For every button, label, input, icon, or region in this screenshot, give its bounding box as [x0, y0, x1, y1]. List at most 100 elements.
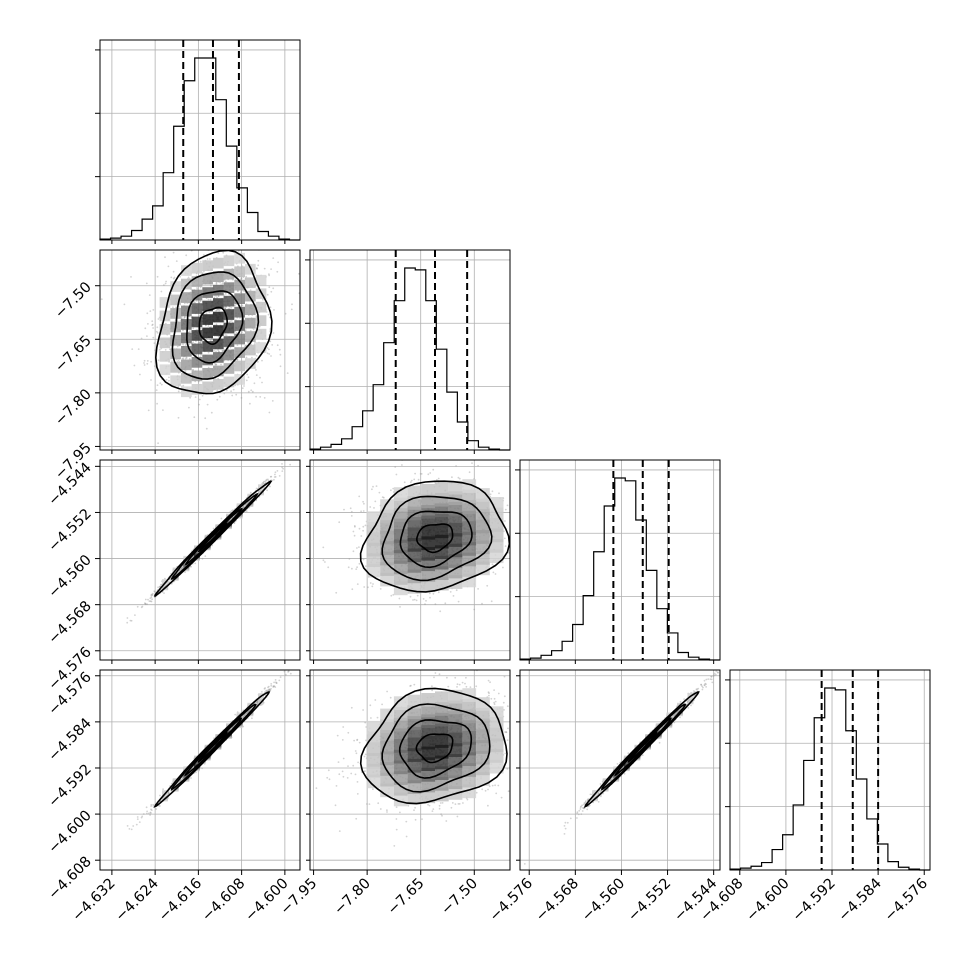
scatter-point [257, 259, 260, 262]
scatter-point [230, 509, 233, 512]
scatter-point [209, 258, 211, 260]
density-cell [245, 290, 256, 302]
scatter-point [394, 466, 397, 468]
scatter-point [452, 595, 455, 597]
scatter-point [177, 390, 180, 393]
scatter-point [180, 778, 183, 781]
scatter-point [401, 464, 403, 466]
scatter-point [255, 369, 257, 371]
scatter-point [261, 381, 263, 384]
panel-frame [99, 39, 301, 241]
scatter-point [261, 482, 264, 485]
scatter-point [201, 394, 204, 397]
scatter-point [271, 400, 274, 402]
scatter-point [172, 251, 175, 254]
scatter-point [511, 549, 513, 551]
scatter-point [217, 295, 220, 298]
scatter-point [269, 475, 272, 478]
scatter-point [372, 485, 374, 488]
scatter-point [491, 490, 494, 493]
scatter-point [291, 456, 293, 458]
scatter-point [164, 256, 166, 259]
density-cell [234, 320, 245, 331]
scatter-point [100, 298, 103, 301]
scatter-point [167, 792, 170, 795]
density-cell [255, 342, 267, 353]
scatter-point [403, 481, 406, 484]
scatter-point [353, 525, 356, 527]
density-cell [489, 528, 504, 543]
scatter-point [210, 411, 213, 414]
scatter-point [150, 360, 153, 363]
scatter-point [444, 602, 447, 605]
histogram-step [729, 687, 930, 871]
scatter-point [151, 593, 153, 596]
density-cell [202, 314, 213, 325]
scatter-point [284, 312, 287, 315]
scatter-point [266, 293, 269, 296]
scatter-point [486, 584, 489, 587]
scatter-point [143, 364, 146, 366]
scatter-point [392, 487, 395, 490]
scatter-point [224, 334, 227, 336]
scatter-point [210, 339, 212, 342]
scatter-point [149, 310, 152, 312]
scatter-point [160, 383, 163, 386]
density-cell [393, 487, 408, 501]
scatter-point [352, 550, 355, 553]
scatter-point [129, 619, 132, 622]
contour-line [184, 507, 243, 566]
scatter-point [322, 559, 325, 562]
scatter-point [215, 323, 218, 326]
scatter-point [489, 493, 492, 496]
scatter-point [234, 713, 237, 716]
scatter-point [358, 527, 361, 530]
density-cell [234, 252, 245, 264]
scatter-point [362, 558, 365, 561]
density-cell [170, 308, 181, 319]
scatter-point [262, 482, 265, 485]
scatter-point [242, 715, 245, 718]
scatter-point [362, 510, 365, 512]
scatter-point [241, 331, 244, 333]
scatter-point [203, 270, 205, 273]
density-cell [393, 571, 408, 585]
scatter-point [247, 390, 250, 393]
scatter-point [473, 608, 476, 611]
scatter-point [130, 619, 133, 622]
scatter-point [215, 282, 218, 285]
scatter-point [232, 208, 234, 210]
density-cell [448, 554, 463, 568]
scatter-point [193, 301, 195, 304]
density-cell [213, 257, 224, 269]
density-cell [170, 294, 181, 306]
density-cell [191, 303, 203, 314]
density-cell [435, 545, 449, 559]
scatter-point [273, 476, 276, 478]
scatter-point [160, 583, 162, 586]
scatter-point [225, 389, 228, 392]
scatter-point [253, 382, 256, 385]
contour-line [381, 495, 493, 582]
density-cell [476, 498, 490, 513]
scatter-point [168, 348, 171, 351]
density-cell [170, 375, 181, 387]
density-cell [234, 279, 245, 291]
panel-frame [309, 249, 511, 451]
density-cell [255, 328, 267, 340]
scatter-point [207, 351, 210, 354]
scatter-point [155, 389, 158, 391]
density-cell [223, 376, 235, 388]
scatter-point [412, 599, 414, 601]
scatter-point [338, 521, 341, 524]
scatter-point [268, 688, 271, 690]
scatter-point [240, 290, 243, 292]
panel-content [100, 208, 300, 445]
scatter-point [182, 357, 185, 360]
scatter-point [335, 591, 338, 594]
scatter-point [289, 463, 291, 466]
scatter-point [146, 603, 148, 606]
scatter-point [148, 294, 151, 296]
scatter-point [143, 362, 145, 364]
scatter-point [215, 309, 218, 312]
